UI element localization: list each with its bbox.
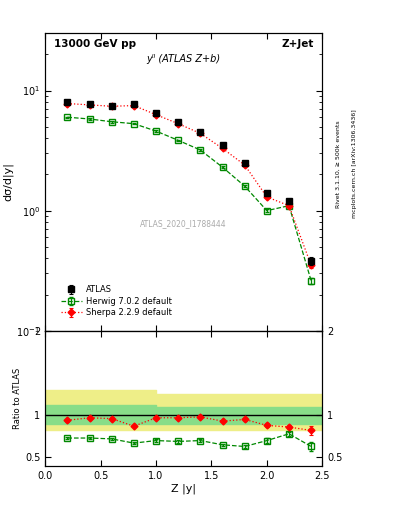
Y-axis label: dσ/d|y|: dσ/d|y| [3, 163, 14, 201]
Text: yᴵᴵ (ATLAS Z+b): yᴵᴵ (ATLAS Z+b) [147, 54, 221, 64]
X-axis label: Z |y|: Z |y| [171, 483, 196, 494]
Legend: ATLAS, Herwig 7.0.2 default, Sherpa 2.2.9 default: ATLAS, Herwig 7.0.2 default, Sherpa 2.2.… [58, 282, 175, 321]
Text: ATLAS_2020_I1788444: ATLAS_2020_I1788444 [140, 219, 227, 228]
Y-axis label: Ratio to ATLAS: Ratio to ATLAS [13, 368, 22, 429]
Text: 13000 GeV pp: 13000 GeV pp [53, 39, 136, 49]
Text: Rivet 3.1.10, ≥ 500k events: Rivet 3.1.10, ≥ 500k events [336, 120, 341, 208]
Text: Z+Jet: Z+Jet [281, 39, 314, 49]
Text: mcplots.cern.ch [arXiv:1306.3436]: mcplots.cern.ch [arXiv:1306.3436] [352, 110, 357, 218]
